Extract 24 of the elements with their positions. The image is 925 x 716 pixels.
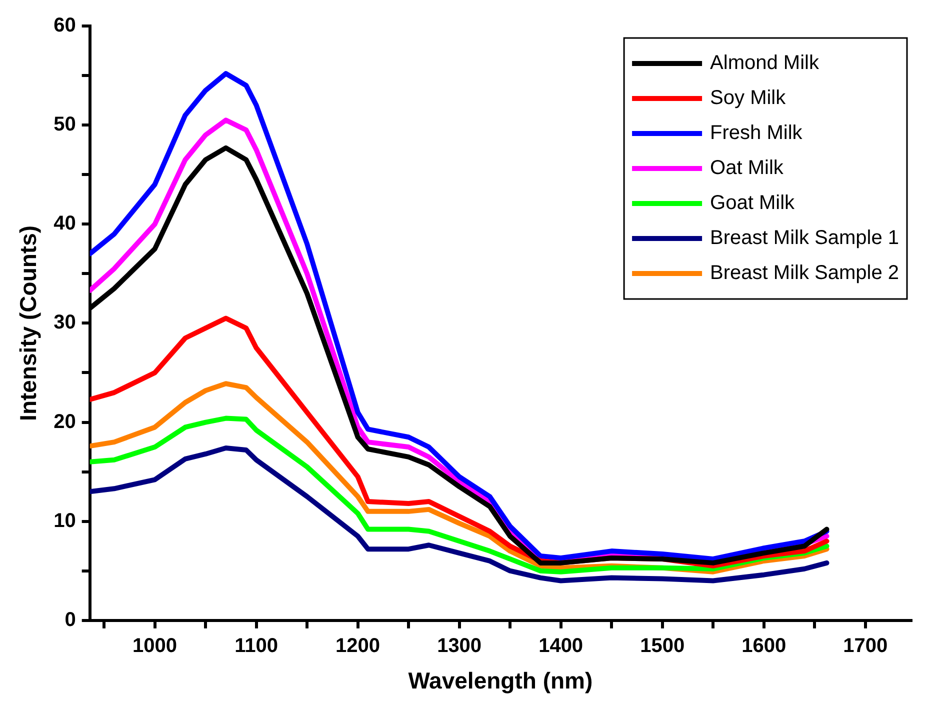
- x-tick-label: 1300: [437, 634, 482, 657]
- legend-label: Goat Milk: [710, 192, 796, 214]
- legend-label: Soy Milk: [710, 87, 787, 110]
- x-tick-label: 1100: [234, 634, 278, 657]
- x-tick-label: 1200: [336, 634, 380, 657]
- y-tick-label: 30: [54, 312, 76, 334]
- x-tick-label: 1700: [843, 634, 888, 657]
- y-tick-label: 0: [64, 608, 76, 631]
- y-tick-label: 60: [54, 14, 76, 37]
- y-tick-label: 50: [54, 114, 76, 136]
- legend-label: Breast Milk Sample 2: [710, 262, 900, 284]
- x-tick-label: 1500: [640, 634, 685, 657]
- legend-label: Breast Milk Sample 1: [710, 227, 900, 250]
- x-tick-label: 1000: [132, 634, 178, 657]
- y-tick-label: 20: [54, 410, 76, 433]
- y-tick-label: 40: [54, 212, 76, 235]
- x-axis-title: Wavelength (nm): [408, 668, 593, 694]
- x-tick-label: 1600: [742, 634, 786, 657]
- legend-label: Oat Milk: [710, 157, 784, 180]
- legend-label: Almond Milk: [710, 52, 820, 74]
- x-tick-label: 1400: [538, 634, 584, 657]
- y-axis-title: Intensity (Counts): [15, 225, 42, 421]
- y-tick-label: 10: [54, 510, 76, 532]
- legend-label: Fresh Milk: [710, 122, 804, 144]
